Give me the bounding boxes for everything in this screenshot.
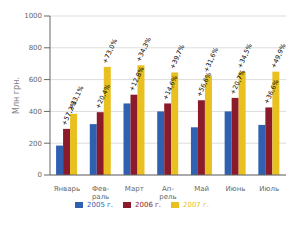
svg-text:+31,6%: +31,6% — [202, 46, 220, 73]
svg-text:+73,0%: +73,0% — [101, 38, 119, 65]
svg-text:Январь: Январь — [54, 185, 80, 193]
svg-text:1000: 1000 — [24, 12, 42, 20]
svg-text:Март: Март — [125, 185, 144, 193]
svg-text:Июль: Июль — [259, 185, 279, 193]
svg-text:400: 400 — [29, 108, 42, 116]
svg-text:800: 800 — [29, 44, 42, 52]
html-text:2005 г.: 2005 г. — [87, 201, 113, 209]
svg-text:+12,8%: +12,8% — [128, 66, 146, 93]
svg-text:Май: Май — [194, 185, 209, 193]
svg-text:Млн грн.: Млн грн. — [12, 77, 21, 114]
svg-text:+36,6%: +36,6% — [262, 78, 280, 105]
svg-text:+56,6%: +56,6% — [195, 71, 213, 98]
svg-text:+34,3%: +34,3% — [135, 36, 153, 63]
svg-text:Фев-раль: Фев-раль — [92, 185, 110, 201]
svg-text:+34,5%: +34,5% — [236, 42, 254, 69]
svg-text:200: 200 — [29, 140, 42, 148]
svg-text:+33,1%: +33,1% — [67, 85, 85, 112]
html-text:2007 г.: 2007 г. — [183, 201, 209, 209]
svg-text:Июнь: Июнь — [226, 185, 246, 193]
svg-text:+20,4%: +20,4% — [94, 83, 112, 110]
svg-text:+20,7%: +20,7% — [229, 69, 247, 96]
svg-text:+39,7%: +39,7% — [168, 43, 186, 70]
svg-text:+57,2%: +57,2% — [60, 99, 79, 127]
svg-text:+14,6%: +14,6% — [161, 74, 179, 101]
svg-text:600: 600 — [29, 76, 42, 84]
svg-text:+49,9%: +49,9% — [269, 42, 287, 69]
svg-text:Ап-рель: Ап-рель — [159, 185, 176, 201]
html-text:2006 г.: 2006 г. — [135, 201, 161, 209]
svg-text:0: 0 — [38, 171, 42, 179]
